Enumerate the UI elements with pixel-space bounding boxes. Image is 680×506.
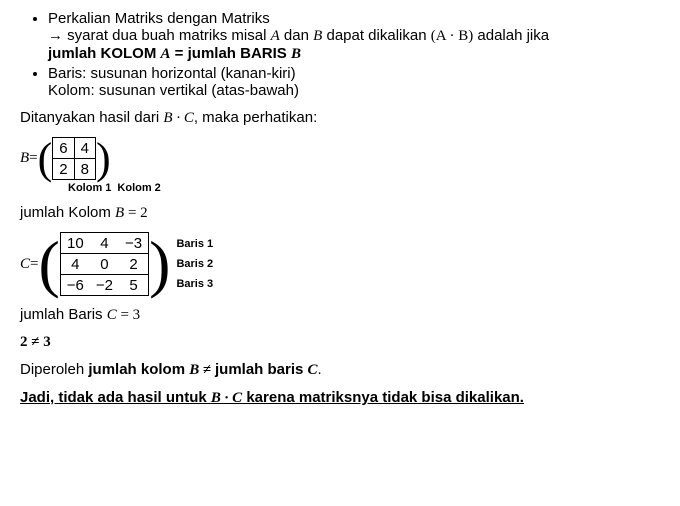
bullet-list: Perkalian Matriks dengan Matriks → syara… <box>20 10 660 99</box>
bullet-1-line1: Perkalian Matriks dengan Matriks <box>48 10 660 27</box>
bullet-1: Perkalian Matriks dengan Matriks → syara… <box>48 10 660 63</box>
inequality: 2 ≠ 3 <box>20 334 660 351</box>
count-baris-c: jumlah Baris C = 3 <box>20 306 660 324</box>
bullet-2-line2: Kolom: susunan vertikal (atas-bawah) <box>48 82 660 99</box>
paren-right-icon: ) <box>149 240 170 288</box>
paren-left-icon: ( <box>38 141 53 176</box>
bullet-2: Baris: susunan horizontal (kanan-kiri) K… <box>48 65 660 99</box>
matrix-b-label: B <box>20 150 29 167</box>
bullet-1-line2: → syarat dua buah matriks misal A dan B … <box>48 27 660 45</box>
conclusion-2: Jadi, tidak ada hasil untuk B · C karena… <box>20 389 660 407</box>
matrix-b: ( 6 4 2 8 ) <box>38 137 111 180</box>
conclusion-1: Diperoleh jumlah kolom B ≠ jumlah baris … <box>20 361 660 379</box>
matrix-b-col-labels: Kolom 1 Kolom 2 <box>68 182 660 194</box>
count-kolom-b: jumlah Kolom B = 2 <box>20 204 660 222</box>
paren-left-icon: ( <box>38 240 59 288</box>
matrix-c-label: C <box>20 256 30 273</box>
question-line: Ditanyakan hasil dari B · C, maka perhat… <box>20 109 660 127</box>
matrix-b-block: B = ( 6 4 2 8 ) Kolom 1 Kolom 2 <box>20 137 660 194</box>
matrix-c-row-labels: Baris 1 Baris 2 Baris 3 <box>176 234 213 294</box>
bullet-2-line1: Baris: susunan horizontal (kanan-kiri) <box>48 65 660 82</box>
paren-right-icon: ) <box>96 141 111 176</box>
matrix-c: ( 104−3 402 −6−25 ) <box>38 232 170 296</box>
bullet-1-line3: jumlah KOLOM A = jumlah BARIS B <box>48 45 660 63</box>
matrix-c-block: C = ( 104−3 402 −6−25 ) Baris 1 Baris 2 … <box>20 232 660 296</box>
